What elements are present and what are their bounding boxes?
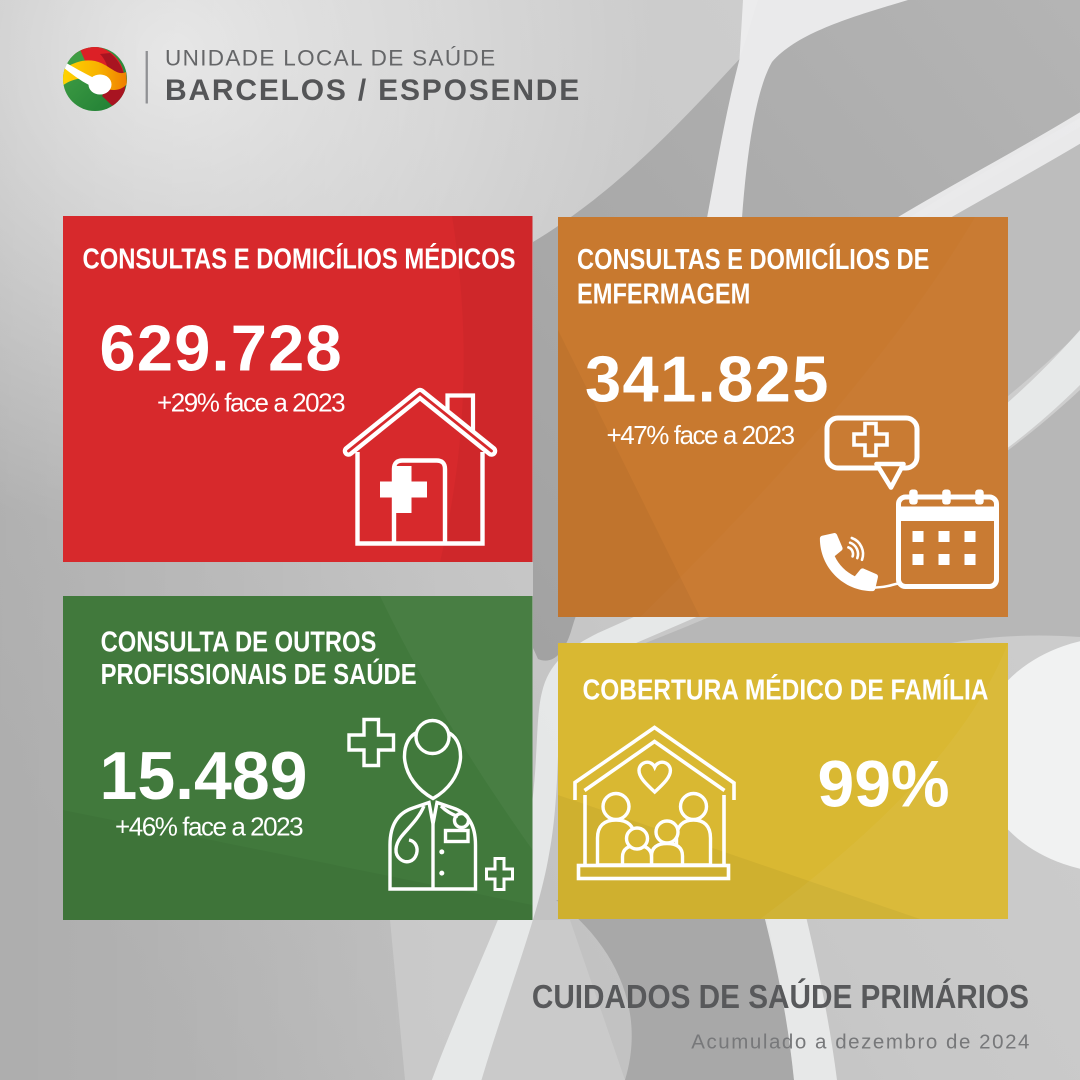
svg-text:+46% face a 2023: +46% face a 2023 bbox=[115, 811, 303, 841]
svg-text:CUIDADOS DE SAÚDE PRIMÁRIOS: CUIDADOS DE SAÚDE PRIMÁRIOS bbox=[532, 977, 1029, 1015]
svg-text:99%: 99% bbox=[818, 746, 950, 820]
svg-text:Acumulado a dezembro de 2024: Acumulado a dezembro de 2024 bbox=[691, 1030, 1031, 1053]
svg-text:+47% face a 2023: +47% face a 2023 bbox=[607, 420, 795, 450]
svg-text:CONSULTA DE OUTROS: CONSULTA DE OUTROS bbox=[101, 625, 377, 658]
svg-text:EMFERMAGEM: EMFERMAGEM bbox=[577, 278, 750, 311]
svg-text:UNIDADE LOCAL DE SAÚDE: UNIDADE LOCAL DE SAÚDE bbox=[165, 46, 496, 71]
svg-text:629.728: 629.728 bbox=[100, 312, 343, 385]
svg-text:+29% face a 2023: +29% face a 2023 bbox=[157, 388, 345, 418]
svg-text:341.825: 341.825 bbox=[585, 343, 830, 416]
svg-text:15.489: 15.489 bbox=[100, 738, 308, 814]
svg-text:PROFISSIONAIS DE SAÚDE: PROFISSIONAIS DE SAÚDE bbox=[101, 658, 417, 691]
svg-text:CONSULTAS E DOMICÍLIOS MÉDICOS: CONSULTAS E DOMICÍLIOS MÉDICOS bbox=[82, 242, 515, 275]
svg-text:COBERTURA MÉDICO DE FAMÍLIA: COBERTURA MÉDICO DE FAMÍLIA bbox=[583, 674, 989, 706]
svg-text:CONSULTAS E DOMICÍLIOS DE: CONSULTAS E DOMICÍLIOS DE bbox=[577, 243, 929, 276]
svg-text:BARCELOS / ESPOSENDE: BARCELOS / ESPOSENDE bbox=[165, 74, 581, 107]
